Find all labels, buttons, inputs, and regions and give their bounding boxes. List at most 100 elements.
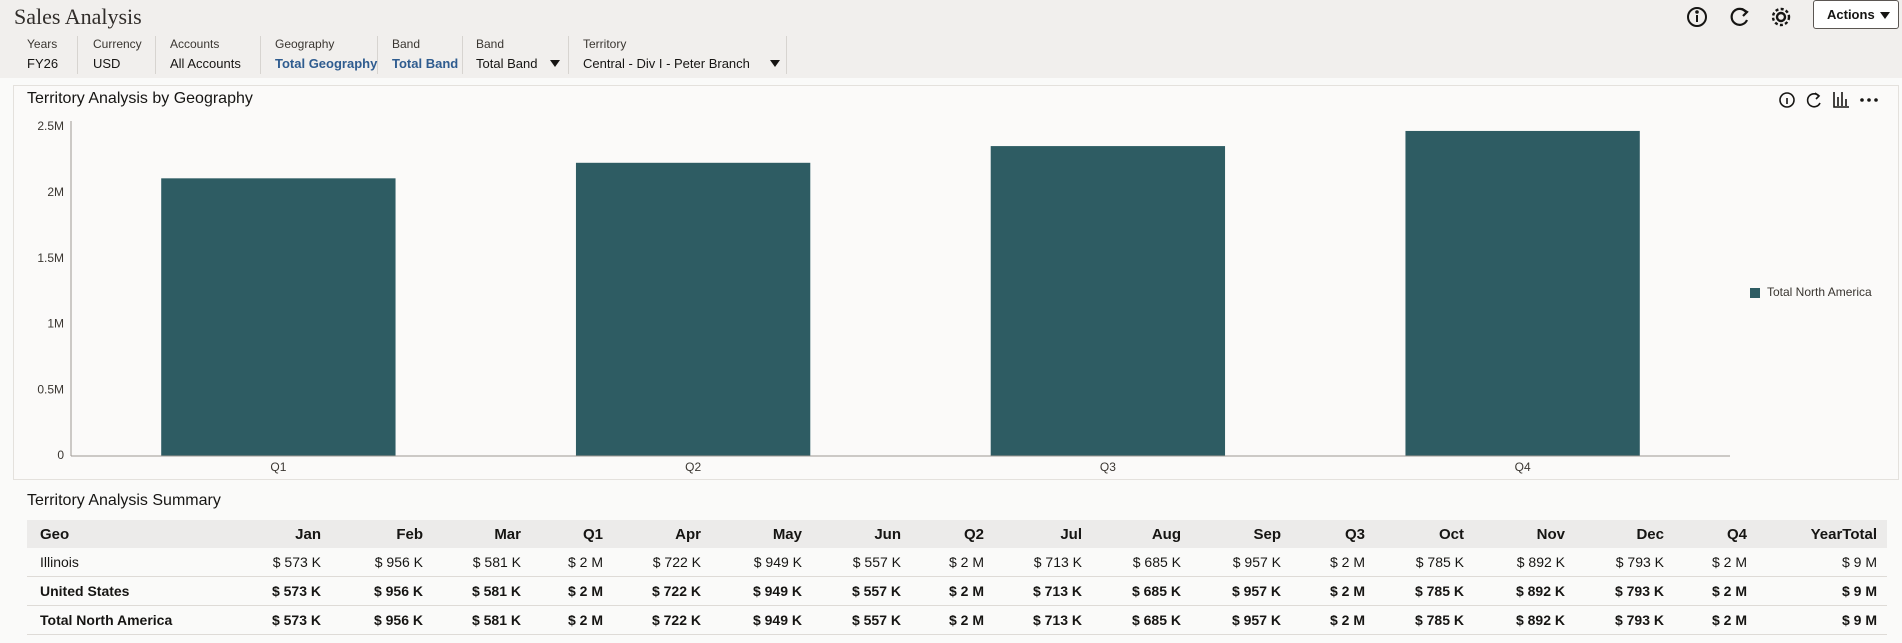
- table-cell: $ 892 K: [1474, 576, 1575, 606]
- column-header: Q3: [1291, 520, 1375, 548]
- filter[interactable]: Accounts All Accounts: [170, 36, 261, 74]
- chart: Territory Analysis by Geography 0 0.5M 1M 1…: [27, 90, 1878, 474]
- table-title: Territory Analysis Summary: [27, 492, 221, 509]
- table-row: Illinois $ 573 K $ 956 K $ 581 K $ 2 M $ 722 …: [27, 548, 1887, 577]
- filter-label: Currency: [93, 37, 142, 51]
- settings-icon[interactable]: [1771, 7, 1791, 27]
- filter-dropdown[interactable]: Territory Central - Div I - Peter Branch: [583, 36, 787, 74]
- bar: [161, 178, 396, 456]
- x-tick-label: Q4: [1515, 460, 1531, 474]
- x-tick-label: Q1: [270, 460, 286, 474]
- table-cell: $ 685 K: [1092, 576, 1191, 606]
- table-cell: $ 2 M: [911, 576, 994, 606]
- dropdown-caret: [550, 60, 560, 67]
- chart-title: Territory Analysis by Geography: [27, 90, 253, 107]
- legend-swatch: [1750, 288, 1760, 298]
- filter[interactable]: Geography Total Geography: [275, 36, 378, 74]
- column-header: Q1: [531, 520, 613, 548]
- table-cell: $ 949 K: [711, 548, 812, 577]
- table-row: Total North America $ 573 K $ 956 K $ 581 K…: [27, 605, 1887, 635]
- table-cell: $ 573 K: [227, 548, 331, 577]
- filter-value: Total Band: [476, 56, 538, 71]
- y-tick-label: 2.5M: [37, 119, 64, 133]
- filter[interactable]: Band Total Band: [392, 36, 463, 74]
- actions-button[interactable]: Actions: [1813, 0, 1899, 29]
- table-cell: $ 2 M: [1674, 605, 1757, 635]
- info-icon[interactable]: [1687, 7, 1707, 27]
- filter-value: FY26: [27, 56, 59, 71]
- chart-toolbar: [1779, 92, 1878, 108]
- table-cell: $ 581 K: [433, 576, 531, 606]
- dropdown-caret: [770, 60, 780, 67]
- table-cell: $ 713 K: [994, 605, 1092, 635]
- header-bar: Sales Analysis Years FY26 Currency USD Acc…: [0, 0, 1902, 78]
- table-row: United States $ 573 K $ 956 K $ 581 K $ 2 M $…: [27, 576, 1887, 606]
- filter-value: Central - Div I - Peter Branch: [583, 56, 750, 71]
- y-tick-label: 1M: [47, 317, 64, 331]
- table-cell: $ 722 K: [613, 576, 711, 606]
- table-cell: $ 581 K: [433, 605, 531, 635]
- column-header: Q2: [911, 520, 994, 548]
- table-cell: $ 685 K: [1092, 605, 1191, 635]
- column-header: Nov: [1474, 520, 1575, 548]
- filter[interactable]: Years FY26: [27, 36, 78, 74]
- y-tick-label: 2M: [47, 185, 64, 199]
- bar: [1405, 130, 1640, 456]
- column-header: Mar: [433, 520, 531, 548]
- table-cell: United States: [27, 576, 227, 606]
- table-cell: $ 713 K: [994, 548, 1092, 577]
- more-icon[interactable]: [1860, 98, 1878, 102]
- table-cell: $ 2 M: [531, 576, 613, 606]
- y-tick-label: 0.5M: [37, 382, 64, 396]
- column-header: Aug: [1092, 520, 1191, 548]
- table-cell: $ 685 K: [1092, 548, 1191, 577]
- filter-dropdown[interactable]: Band Total Band: [476, 36, 569, 74]
- filter-label: Accounts: [170, 37, 220, 51]
- filter-value: Total Geography: [275, 56, 378, 71]
- table-cell: $ 892 K: [1474, 548, 1575, 577]
- column-header: May: [711, 520, 812, 548]
- info-icon[interactable]: [1779, 92, 1795, 108]
- y-tick-label: 0: [57, 448, 64, 462]
- table-cell: $ 956 K: [331, 548, 433, 577]
- table-cell: $ 722 K: [613, 548, 711, 577]
- table-cell: $ 956 K: [331, 576, 433, 606]
- table-cell: $ 957 K: [1191, 576, 1291, 606]
- table-cell: $ 2 M: [1674, 548, 1757, 577]
- table-cell: $ 2 M: [1674, 576, 1757, 606]
- column-header: Jun: [812, 520, 911, 548]
- page-title: Sales Analysis: [14, 4, 142, 29]
- table-cell: $ 9 M: [1757, 548, 1887, 577]
- table-cell: $ 2 M: [1291, 605, 1375, 635]
- table-cell: $ 785 K: [1375, 548, 1474, 577]
- filter-value: USD: [93, 56, 121, 71]
- table-cell: $ 2 M: [1291, 548, 1375, 577]
- filter-value: Total Band: [392, 56, 459, 71]
- refresh-icon[interactable]: [1806, 92, 1821, 108]
- chart-panel: Territory Analysis by Geography 0 0.5M 1M 1…: [13, 85, 1899, 480]
- column-header: Jan: [227, 520, 331, 548]
- chart-type-icon[interactable]: [1833, 92, 1849, 108]
- column-header: Jul: [994, 520, 1092, 548]
- table-cell: $ 573 K: [227, 605, 331, 635]
- table-cell: $ 2 M: [911, 548, 994, 577]
- table-cell: $ 713 K: [994, 576, 1092, 606]
- column-header: YearTotal: [1757, 520, 1887, 548]
- column-header: Oct: [1375, 520, 1474, 548]
- legend-label: Total North America: [1767, 285, 1872, 299]
- table-cell: $ 2 M: [1291, 576, 1375, 606]
- toolbar-icons: [1687, 7, 1791, 27]
- table-cell: $ 949 K: [711, 605, 812, 635]
- table-cell: $ 2 M: [531, 548, 613, 577]
- table-cell: $ 785 K: [1375, 576, 1474, 606]
- dropdown-caret: [1880, 12, 1890, 19]
- column-header: Sep: [1191, 520, 1291, 548]
- table-cell: $ 793 K: [1575, 576, 1674, 606]
- table-cell: $ 557 K: [812, 605, 911, 635]
- summary-table: Geo Jan Feb Mar Q1 Apr May Jun Q2 Jul Aug Sep Q3 Oct N…: [27, 520, 1887, 635]
- refresh-icon[interactable]: [1730, 7, 1749, 26]
- filter[interactable]: Currency USD: [93, 36, 156, 74]
- table-cell: $ 557 K: [812, 576, 911, 606]
- bar: [990, 146, 1226, 456]
- table-cell: $ 793 K: [1575, 605, 1674, 635]
